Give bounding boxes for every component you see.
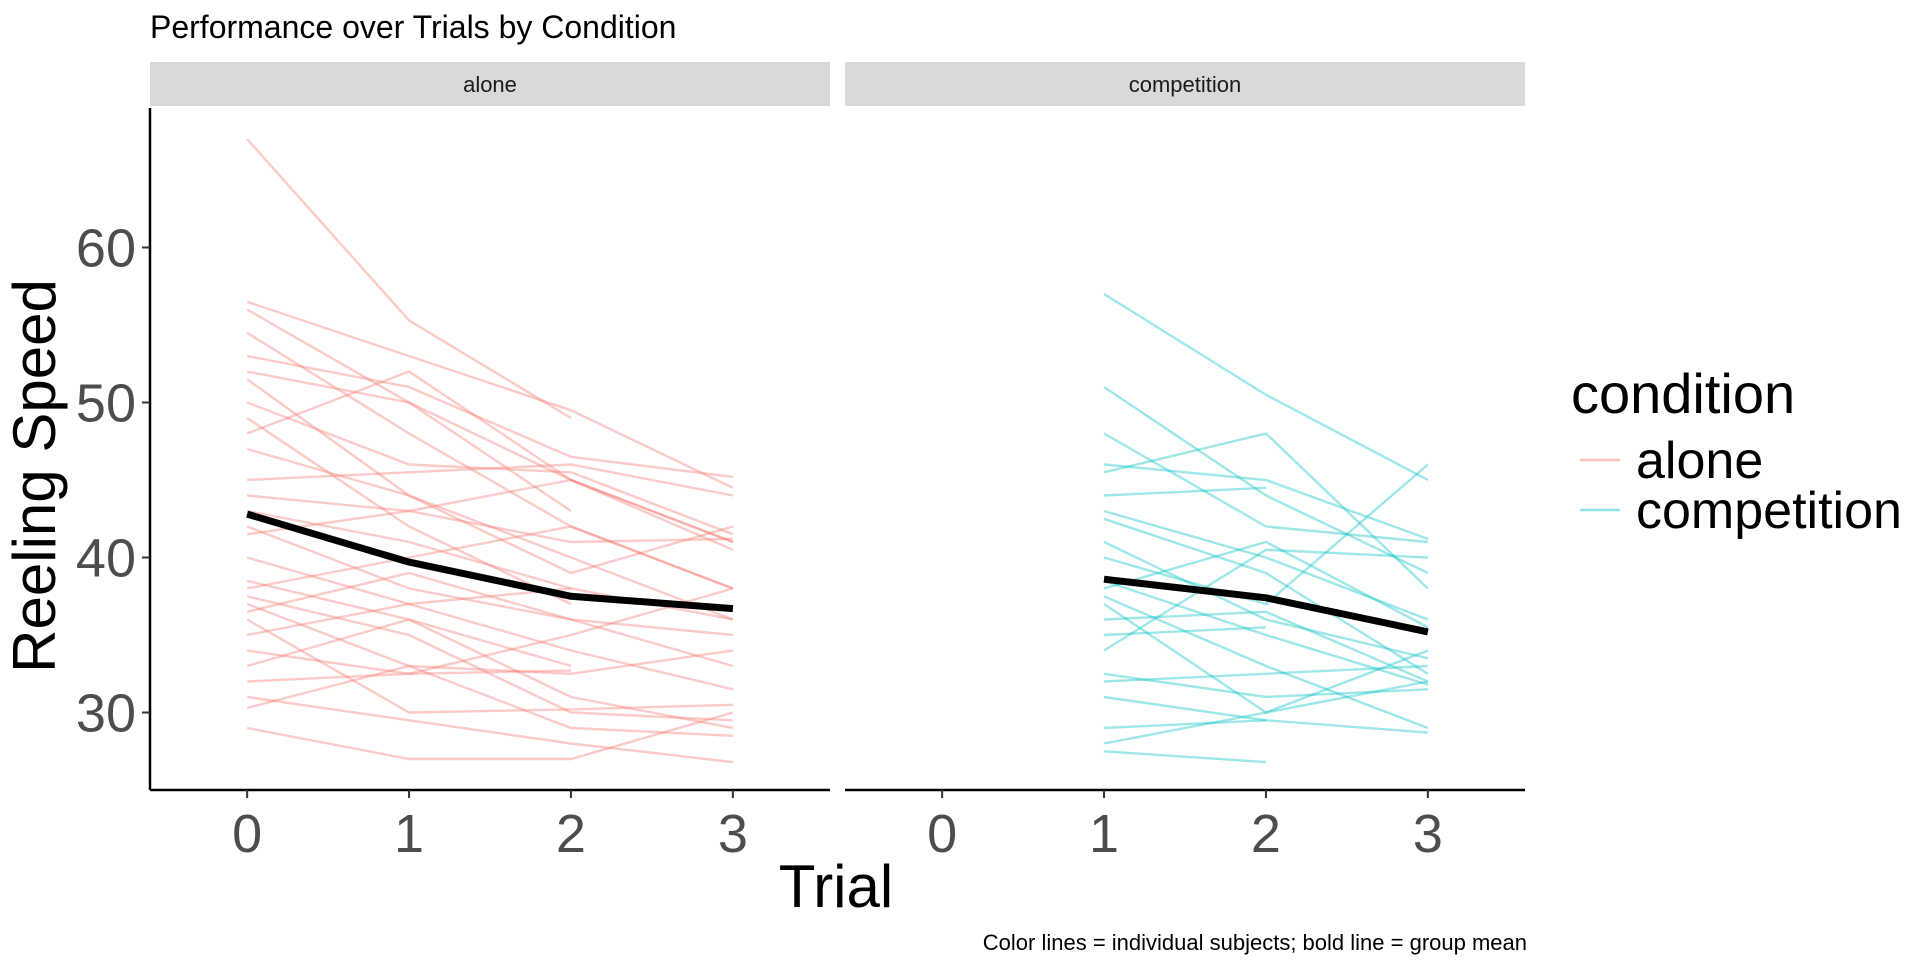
- legend-label-competition: competition: [1636, 482, 1902, 540]
- subject-line-alone-11: [246, 447, 734, 575]
- subject-line-alone-8: [246, 401, 734, 536]
- y-tick-label-60: 60: [76, 219, 136, 279]
- x-tick-label-competition-2: 2: [1251, 804, 1281, 864]
- strip-alone: [150, 62, 830, 106]
- subject-line-alone-13: [246, 478, 734, 544]
- subject-line-alone-7: [246, 378, 734, 621]
- subject-line-competition-9: [1103, 540, 1429, 660]
- mean-line-competition: [1103, 575, 1429, 636]
- subject-line-competition-21: [1103, 719, 1267, 730]
- x-tick-label-alone-2: 2: [556, 804, 586, 864]
- subject-line-alone-9: [246, 417, 572, 606]
- subject-line-competition-17: [1103, 548, 1428, 652]
- subject-line-competition-18: [1103, 672, 1428, 699]
- subject-line-alone-6: [246, 370, 572, 512]
- subject-line-competition-7: [1103, 509, 1429, 621]
- x-axis-title: Trial: [779, 853, 893, 920]
- strip-label-alone: alone: [463, 72, 517, 97]
- subject-line-alone-16: [246, 509, 733, 544]
- caption: Color lines = individual subjects; bold …: [983, 930, 1527, 955]
- subject-line-competition-15: [1103, 610, 1429, 683]
- x-tick-label-alone-1: 1: [394, 804, 424, 864]
- panels: alone 0 1 2 3 competition 0 1 2 3 30 40 50 60: [76, 62, 1525, 864]
- subject-line-alone-5: [246, 354, 734, 479]
- subject-line-competition-3: [1103, 432, 1429, 544]
- subject-line-alone-2: [246, 300, 734, 489]
- subject-line-alone-17: [246, 556, 734, 691]
- subject-line-alone-25: [246, 649, 572, 676]
- x-tick-label-competition-1: 1: [1089, 804, 1119, 864]
- x-tick-label-alone-0: 0: [232, 804, 262, 864]
- subject-line-alone-27: [247, 587, 734, 683]
- subject-line-alone-10: [246, 370, 734, 551]
- subject-line-alone-20: [246, 595, 733, 722]
- subject-line-alone-29: [246, 664, 733, 737]
- y-tick-label-30: 30: [76, 684, 136, 744]
- strip-label-competition: competition: [1129, 72, 1242, 97]
- subject-line-alone-19: [246, 525, 734, 590]
- subject-line-competition-11: [1103, 579, 1429, 686]
- subject-line-competition-6: [1103, 486, 1267, 497]
- subject-line-competition-14: [1103, 603, 1429, 714]
- subject-line-competition-23: [1103, 750, 1267, 764]
- subject-line-competition-8: [1103, 517, 1429, 675]
- legend-title: condition: [1571, 362, 1795, 425]
- subject-line-alone-15: [246, 525, 734, 668]
- subject-line-competition-12: [1103, 540, 1429, 629]
- subject-line-competition-20: [1103, 695, 1428, 734]
- y-axis: 30 40 50 60: [76, 108, 152, 790]
- subject-line-alone-23: [246, 618, 733, 714]
- subject-line-alone-30: [246, 711, 734, 761]
- panel-alone: alone 0 1 2 3: [150, 62, 830, 864]
- subject-line-competition-22: [1103, 680, 1429, 745]
- subject-line-alone-1: [246, 138, 572, 420]
- chart-title: Performance over Trials by Condition: [150, 9, 676, 45]
- mean-line-alone: [246, 510, 734, 613]
- x-tick-label-alone-3: 3: [718, 804, 748, 864]
- panel-competition: competition 0 1 2 3: [845, 62, 1525, 864]
- subject-line-alone-26: [246, 618, 734, 730]
- subject-line-competition-13: [1103, 595, 1429, 730]
- x-tick-label-competition-3: 3: [1413, 804, 1443, 864]
- subject-line-alone-12: [247, 463, 734, 497]
- subject-line-competition-16: [1103, 626, 1267, 637]
- y-tick-label-50: 50: [76, 374, 136, 434]
- subject-line-competition-5: [1103, 432, 1429, 590]
- subject-line-alone-3: [246, 308, 734, 544]
- subject-line-competition-4: [1103, 463, 1429, 541]
- subject-line-competition-10: [1103, 463, 1429, 606]
- subject-line-competition-1: [1103, 292, 1429, 482]
- y-tick-label-40: 40: [76, 529, 136, 589]
- subject-line-alone-28: [246, 695, 734, 764]
- subject-line-alone-18: [246, 579, 572, 668]
- strip-competition: [845, 62, 1525, 106]
- subject-line-competition-2: [1103, 386, 1429, 575]
- subject-line-competition-19: [1103, 664, 1428, 683]
- subject-line-alone-4: [246, 331, 734, 590]
- subject-line-alone-22: [246, 571, 734, 637]
- legend-label-alone: alone: [1636, 432, 1763, 490]
- subject-line-alone-21: [246, 602, 734, 676]
- subject-line-alone-14: [246, 509, 572, 590]
- x-tick-label-competition-0: 0: [927, 804, 957, 864]
- y-axis-title: Reeling Speed: [1, 279, 68, 673]
